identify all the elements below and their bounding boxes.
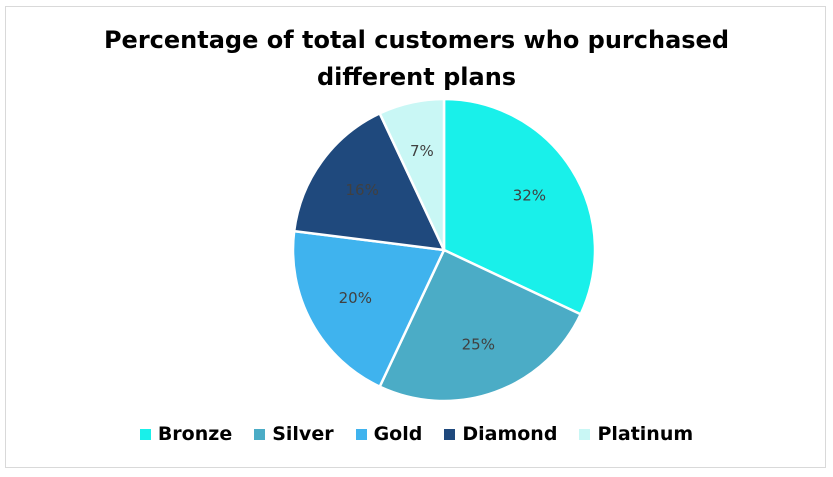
- legend-swatch-bronze: [139, 428, 151, 440]
- legend-label-platinum: Platinum: [597, 423, 694, 445]
- legend-label-diamond: Diamond: [462, 423, 558, 445]
- chart-title-line-1: Percentage of total customers who purcha…: [103, 26, 730, 54]
- legend-swatch-silver: [254, 428, 266, 440]
- legend-label-gold: Gold: [373, 423, 423, 445]
- data-label-silver: 25%: [462, 336, 495, 354]
- legend-item-bronze: Bronze: [139, 423, 233, 445]
- pie-slice-silver: [378, 248, 582, 403]
- legend-swatch-gold: [355, 428, 367, 440]
- pie-slice-diamond: [292, 112, 446, 252]
- legend-label-silver: Silver: [272, 423, 334, 445]
- legend-item-diamond: Diamond: [444, 423, 557, 445]
- legend-item-silver: Silver: [254, 423, 334, 445]
- legend-label-bronze: Bronze: [157, 423, 233, 445]
- legend-swatch-diamond: [444, 428, 456, 440]
- data-label-platinum: 7%: [410, 142, 434, 160]
- pie-slice-bronze: [442, 97, 597, 316]
- legend-swatch-platinum: [579, 428, 591, 440]
- legend-item-gold: Gold: [355, 423, 423, 445]
- legend: Bronze Silver Gold Diamond Platinum: [0, 423, 833, 445]
- pie-slice-gold: [291, 229, 446, 388]
- chart-title: Percentage of total customers who purcha…: [0, 22, 833, 96]
- pie-slice-platinum: [378, 97, 446, 252]
- legend-item-platinum: Platinum: [579, 423, 693, 445]
- chart-title-line-2: different plans: [316, 63, 517, 91]
- data-label-gold: 20%: [339, 289, 372, 307]
- data-label-diamond: 16%: [346, 181, 379, 199]
- data-label-bronze: 32%: [513, 186, 546, 204]
